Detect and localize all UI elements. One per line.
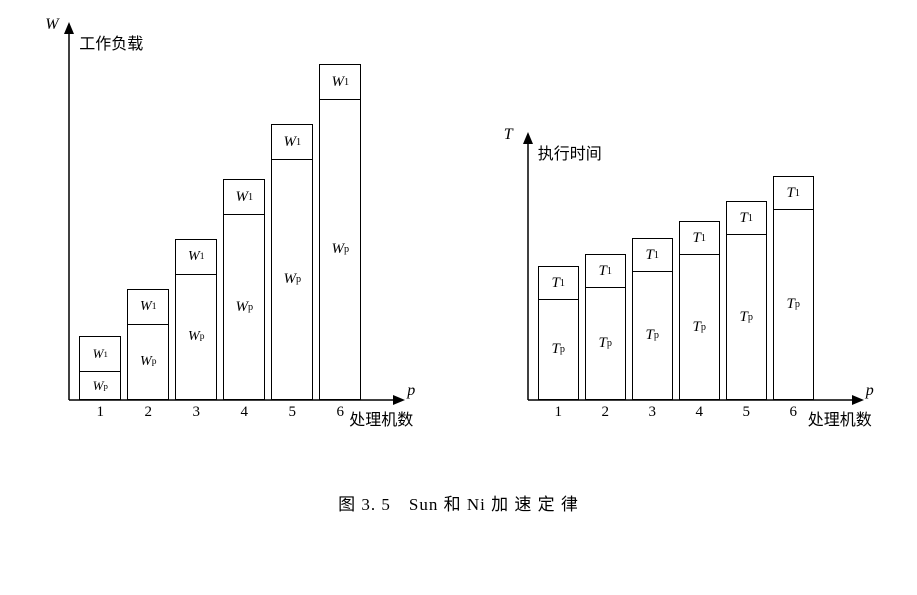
workload-x-tick: 6 (319, 404, 361, 421)
workload-bar: W1Wp (79, 336, 121, 400)
workload-seg-top: W1 (175, 239, 217, 275)
exectime-bar: T1Tp (773, 176, 814, 400)
exectime-x-tick: 1 (538, 404, 579, 421)
exectime-y-title: 执行时间 (538, 140, 602, 164)
workload-bars: W1WpW1WpW1WpW1WpW1WpW1Wp (79, 64, 361, 400)
figure-caption: 图 3. 5 Sun 和 Ni 加 速 定 律 (20, 490, 897, 515)
workload-x-tick: 5 (271, 404, 313, 421)
workload-x-tick: 1 (79, 404, 121, 421)
exectime-bar: T1Tp (632, 238, 673, 400)
exectime-bar: T1Tp (538, 266, 579, 400)
exectime-x-ticks: 123456 (538, 404, 814, 421)
exectime-x-tick: 5 (726, 404, 767, 421)
exectime-bar: T1Tp (585, 254, 626, 400)
exectime-seg-top: T1 (538, 266, 579, 300)
workload-seg-top: W1 (127, 289, 169, 325)
workload-seg-top: W1 (79, 336, 121, 372)
workload-seg-bottom: Wp (175, 275, 217, 400)
workload-x-symbol: p (407, 382, 415, 400)
workload-y-title: 工作负载 (79, 30, 143, 54)
workload-seg-bottom: Wp (79, 372, 121, 400)
chart-workload: W工作负载p处理机数W1WpW1WpW1WpW1WpW1WpW1Wp123456 (39, 20, 419, 430)
exectime-x-tick: 6 (773, 404, 814, 421)
workload-bar: W1Wp (175, 239, 217, 400)
exectime-seg-bottom: Tp (538, 300, 579, 400)
workload-x-tick: 3 (175, 404, 217, 421)
workload-x-tick: 2 (127, 404, 169, 421)
workload-seg-top: W1 (223, 179, 265, 215)
workload-seg-top: W1 (271, 124, 313, 160)
workload-y-symbol: W (45, 16, 58, 34)
exectime-seg-top: T1 (726, 201, 767, 235)
exectime-bars: T1TpT1TpT1TpT1TpT1TpT1Tp (538, 176, 814, 400)
workload-seg-bottom: Wp (319, 100, 361, 400)
workload-x-ticks: 123456 (79, 404, 361, 421)
workload-bar: W1Wp (319, 64, 361, 400)
figure-row: W工作负载p处理机数W1WpW1WpW1WpW1WpW1WpW1Wp123456… (20, 20, 897, 430)
workload-bar: W1Wp (223, 179, 265, 400)
exectime-bar: T1Tp (679, 221, 720, 400)
exectime-seg-top: T1 (632, 238, 673, 272)
workload-seg-bottom: Wp (127, 325, 169, 400)
workload-seg-bottom: Wp (223, 215, 265, 400)
exectime-x-tick: 2 (585, 404, 626, 421)
exectime-seg-bottom: Tp (632, 272, 673, 400)
exectime-seg-bottom: Tp (773, 210, 814, 400)
exectime-x-symbol: p (866, 382, 874, 400)
exectime-x-tick: 3 (632, 404, 673, 421)
workload-bar: W1Wp (271, 124, 313, 400)
exectime-x-title: 处理机数 (808, 406, 872, 430)
workload-bar: W1Wp (127, 289, 169, 400)
exectime-seg-bottom: Tp (585, 288, 626, 400)
workload-seg-bottom: Wp (271, 160, 313, 400)
workload-seg-top: W1 (319, 64, 361, 100)
exectime-x-tick: 4 (679, 404, 720, 421)
exectime-seg-top: T1 (585, 254, 626, 288)
exectime-y-symbol: T (504, 126, 513, 144)
exectime-seg-bottom: Tp (679, 255, 720, 400)
exectime-seg-top: T1 (679, 221, 720, 255)
workload-x-tick: 4 (223, 404, 265, 421)
exectime-seg-bottom: Tp (726, 235, 767, 400)
exectime-bar: T1Tp (726, 201, 767, 400)
chart-exectime: T执行时间p处理机数T1TpT1TpT1TpT1TpT1TpT1Tp123456 (498, 130, 878, 430)
exectime-seg-top: T1 (773, 176, 814, 210)
